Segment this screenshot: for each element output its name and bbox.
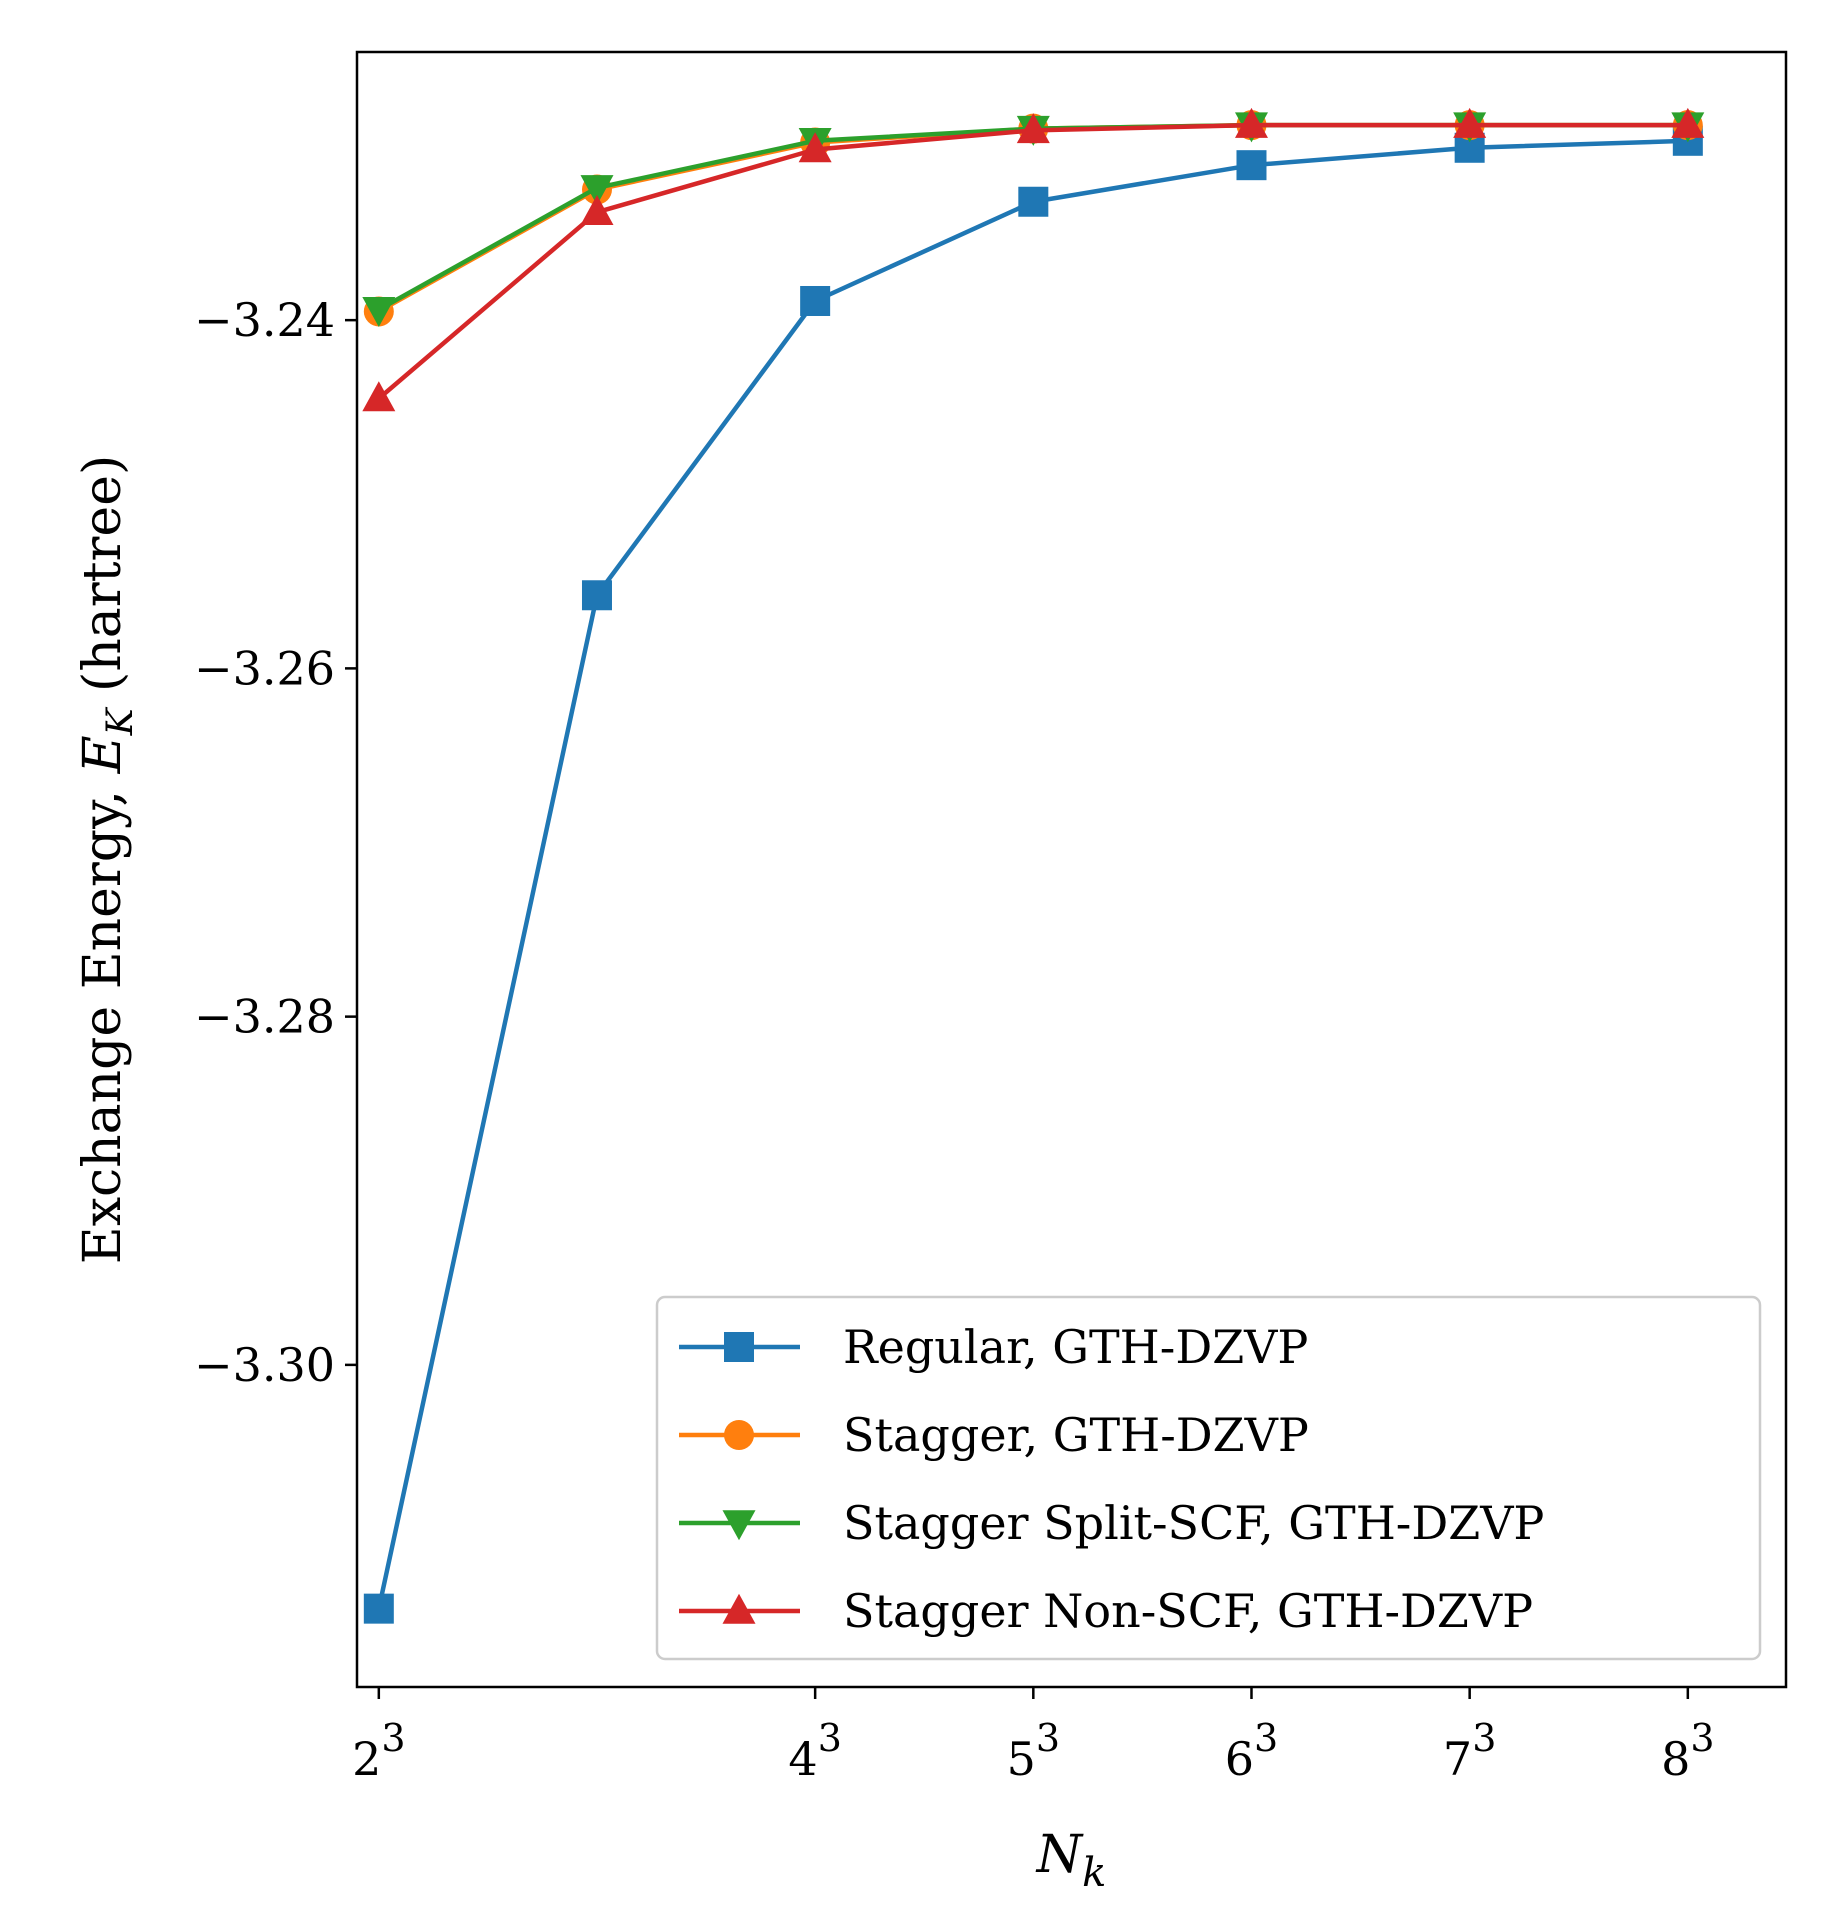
x-tick-exponent: 3 xyxy=(818,1716,842,1760)
data-point xyxy=(800,285,831,316)
series-line xyxy=(377,122,1688,314)
x-tick-base: 5 xyxy=(1007,1732,1036,1786)
y-axis: −3.24 −3.26 −3.28 −3.30 xyxy=(194,293,357,1392)
y-axis-label: Exchange Energy, EK (hartree) xyxy=(73,455,141,1265)
legend-label: Stagger Split-SCF, GTH-DZVP xyxy=(843,1496,1544,1550)
series-stagger-non-scf-gth-dzvp xyxy=(362,107,1705,412)
x-axis: 23 43 53 63 73 83 xyxy=(352,1687,1715,1786)
plot-frame xyxy=(355,50,1788,1689)
x-tick-label: 43 xyxy=(788,1716,841,1786)
x-axis-subscript: k xyxy=(1082,1850,1106,1896)
legend-label: Regular, GTH-DZVP xyxy=(843,1320,1308,1374)
x-tick-exponent: 3 xyxy=(1472,1716,1496,1760)
x-tick-exponent: 3 xyxy=(1690,1716,1714,1760)
x-tick-base: 6 xyxy=(1225,1732,1254,1786)
series-regular-gth-dzvp xyxy=(363,125,1703,1624)
y-tick-label: −3.24 xyxy=(194,293,335,347)
legend-entry: Stagger Non-SCF, GTH-DZVP xyxy=(679,1584,1533,1638)
x-tick-label: 23 xyxy=(352,1716,405,1786)
data-point xyxy=(1453,107,1487,138)
y-axis-unit: (hartree) xyxy=(73,455,133,709)
data-point xyxy=(580,194,614,225)
x-tick-base: 2 xyxy=(352,1732,381,1786)
plot-area xyxy=(355,50,1788,1689)
data-point xyxy=(1671,107,1705,138)
x-tick-label: 53 xyxy=(1007,1716,1060,1786)
data-point xyxy=(724,1332,754,1362)
legend-entry: Regular, GTH-DZVP xyxy=(679,1320,1308,1374)
legend-entry: Stagger, GTH-DZVP xyxy=(679,1408,1309,1462)
data-point xyxy=(1016,113,1050,144)
legend-box xyxy=(655,1295,1762,1661)
axis-labels: Nk Exchange Energy, EK (hartree) xyxy=(73,455,1106,1896)
legend-label: Stagger Non-SCF, GTH-DZVP xyxy=(843,1584,1533,1638)
data-point xyxy=(1018,186,1049,217)
series-line xyxy=(377,122,1688,312)
data-point xyxy=(362,381,396,412)
legend-label: Stagger, GTH-DZVP xyxy=(843,1408,1309,1462)
legend: Regular, GTH-DZVP Stagger, GTH-DZVP Stagge… xyxy=(655,1295,1762,1661)
data-point xyxy=(724,1420,754,1450)
data-point xyxy=(1234,107,1268,138)
y-axis-subscript: K xyxy=(100,706,141,736)
x-axis-symbol: N xyxy=(1035,1825,1084,1885)
data-point xyxy=(1236,150,1267,181)
y-axis-label-text: Exchange Energy, xyxy=(73,773,133,1264)
x-tick-label: 73 xyxy=(1443,1716,1496,1786)
series-layer xyxy=(362,107,1705,1624)
legend-entry: Stagger Split-SCF, GTH-DZVP xyxy=(679,1496,1544,1550)
y-axis-symbol: E xyxy=(73,735,133,774)
x-tick-exponent: 3 xyxy=(1036,1716,1060,1760)
x-tick-exponent: 3 xyxy=(1254,1716,1278,1760)
data-point xyxy=(722,1510,756,1541)
x-tick-label: 63 xyxy=(1225,1716,1278,1786)
x-tick-base: 4 xyxy=(788,1732,817,1786)
x-tick-base: 8 xyxy=(1661,1732,1690,1786)
y-tick-label: −3.28 xyxy=(194,990,335,1044)
series-line xyxy=(377,122,1688,401)
data-point xyxy=(362,296,396,327)
data-point xyxy=(722,1593,756,1624)
y-tick-label: −3.26 xyxy=(194,641,335,695)
x-axis-label: Nk xyxy=(1035,1825,1107,1896)
x-tick-base: 7 xyxy=(1443,1732,1472,1786)
data-point xyxy=(581,580,612,611)
x-tick-exponent: 3 xyxy=(381,1716,405,1760)
data-point xyxy=(580,175,614,206)
x-tick-label: 83 xyxy=(1661,1716,1714,1786)
data-point xyxy=(363,1593,394,1624)
data-point xyxy=(798,132,832,163)
y-tick-label: −3.30 xyxy=(194,1338,335,1392)
